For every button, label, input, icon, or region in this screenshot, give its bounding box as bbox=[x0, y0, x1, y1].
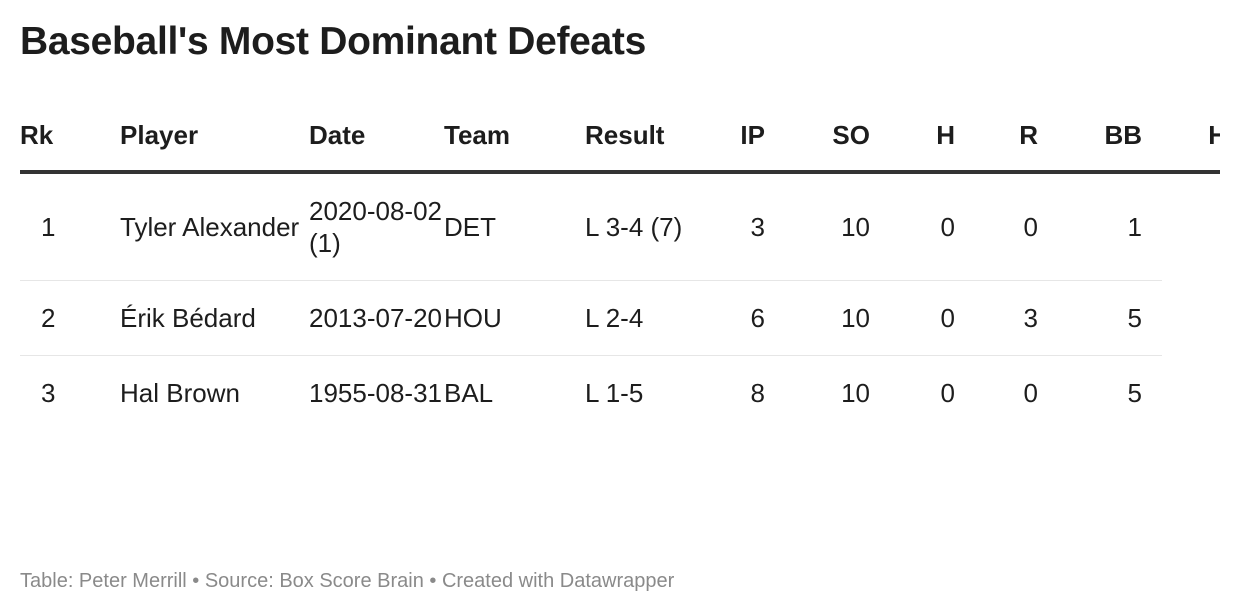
column-header: Result bbox=[585, 118, 725, 174]
column-header: Player bbox=[120, 118, 309, 174]
table-cell: 2013-07-20 bbox=[309, 280, 444, 356]
table-cell: 6 bbox=[725, 280, 785, 356]
table-row: 1 Tyler Alexander 2020-08-02 (1) DET L 3-4 (… bbox=[20, 172, 1220, 281]
table-cell: 0 bbox=[1023, 378, 1038, 408]
table-row: 3 Hal Brown 1955-08-31 BAL L 1-5 8 10 0 0 5 bbox=[20, 356, 1220, 431]
column-header: IP bbox=[725, 118, 785, 174]
table-cell: BAL bbox=[444, 378, 494, 408]
table-cell: HOU bbox=[444, 280, 585, 356]
table-cell: 2020-08-02 (1) bbox=[309, 172, 444, 281]
table-cell: 5 bbox=[1127, 378, 1142, 408]
column-header: Date bbox=[309, 118, 444, 174]
table-cell: 8 bbox=[750, 378, 765, 408]
table-cell: L 2-4 bbox=[585, 280, 725, 356]
table-cell: 0 bbox=[890, 280, 975, 356]
table-cell: L 1-5 bbox=[585, 378, 644, 408]
table-cell: Tyler Alexander bbox=[120, 172, 309, 281]
footer: Table: Peter Merrill • Source: Box Score… bbox=[20, 570, 675, 592]
table-cell: 0 bbox=[940, 378, 955, 408]
table-cell: 0 bbox=[890, 172, 975, 281]
table-cell: 1 bbox=[1058, 172, 1162, 281]
table-container: Rk Player Date Team Result IP SO H R BB H 1 Tyler A… bbox=[20, 118, 1220, 430]
table-cell: 2 bbox=[20, 280, 120, 356]
table: Rk Player Date Team Result IP SO H R BB H 1 Tyler A… bbox=[20, 118, 1220, 430]
column-header: Team bbox=[444, 118, 585, 174]
column-header: R bbox=[975, 118, 1058, 174]
column-header: H bbox=[1162, 118, 1220, 174]
table-cell: L 3-4 (7) bbox=[585, 172, 725, 281]
table-cell: 0 bbox=[975, 172, 1058, 281]
table-row: 2 Érik Bédard 2013-07-20 HOU L 2-4 6 10 0 3 5 bbox=[20, 280, 1220, 356]
table-cell: 1955-08-31 bbox=[309, 378, 442, 408]
column-header: H bbox=[890, 118, 975, 174]
column-header: SO bbox=[785, 118, 890, 174]
table-cell: DET bbox=[444, 172, 585, 281]
table-cell: 1 bbox=[20, 172, 120, 281]
table-body: 1 Tyler Alexander 2020-08-02 (1) DET L 3-4 (… bbox=[20, 172, 1220, 430]
table-cell: 10 bbox=[785, 280, 890, 356]
table-cell: 10 bbox=[841, 378, 870, 408]
table-cell: Érik Bédard bbox=[120, 280, 309, 356]
table-cell: 3 bbox=[41, 378, 56, 408]
title: Baseball's Most Dominant Defeats bbox=[20, 20, 646, 63]
header-row: Rk Player Date Team Result IP SO H R BB H bbox=[20, 118, 1220, 174]
table-cell: Hal Brown bbox=[120, 378, 240, 408]
table-cell: 10 bbox=[785, 172, 890, 281]
column-header: Rk bbox=[20, 118, 120, 174]
table-cell: 5 bbox=[1058, 280, 1162, 356]
table-cell: 3 bbox=[725, 172, 785, 281]
column-header: BB bbox=[1058, 118, 1162, 174]
table-cell: 3 bbox=[975, 280, 1058, 356]
